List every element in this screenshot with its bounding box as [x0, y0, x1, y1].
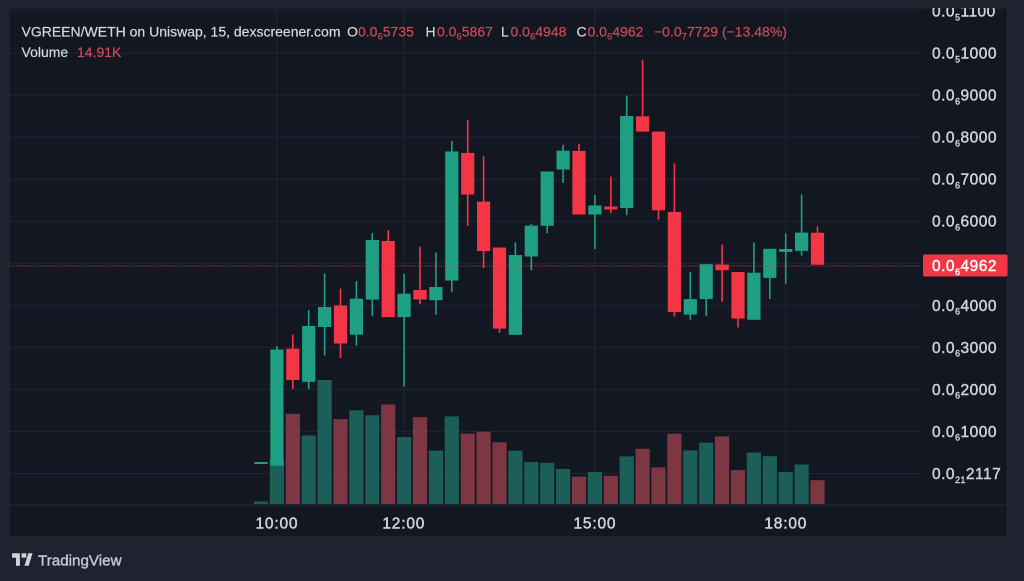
- svg-text:0.064962: 0.064962: [588, 24, 644, 43]
- svg-text:18:00: 18:00: [764, 516, 807, 533]
- svg-text:O: O: [347, 24, 358, 40]
- svg-text:0.061000: 0.061000: [932, 424, 997, 443]
- svg-text:0.069000: 0.069000: [932, 88, 997, 107]
- svg-text:10:00: 10:00: [256, 516, 299, 533]
- svg-text:C: C: [577, 24, 587, 40]
- svg-text:0.067000: 0.067000: [932, 172, 997, 191]
- svg-text:0.064000: 0.064000: [932, 298, 997, 317]
- svg-text:TradingView: TradingView: [38, 553, 122, 570]
- svg-text:−0.077729 (−13.48%): −0.077729 (−13.48%): [654, 24, 787, 43]
- svg-text:0.068000: 0.068000: [932, 130, 997, 149]
- svg-text:Volume: Volume: [22, 44, 69, 60]
- svg-text:15:00: 15:00: [574, 516, 617, 533]
- svg-text:0.051000: 0.051000: [932, 46, 997, 65]
- svg-text:14.91K: 14.91K: [77, 44, 122, 60]
- svg-text:0.064962: 0.064962: [932, 258, 997, 277]
- svg-text:0.064948: 0.064948: [511, 24, 567, 43]
- svg-text:0.065867: 0.065867: [437, 24, 493, 43]
- svg-text:0.063000: 0.063000: [932, 340, 997, 359]
- svg-text:H: H: [426, 24, 436, 40]
- svg-text:12:00: 12:00: [382, 516, 425, 533]
- svg-text:0.0212117: 0.0212117: [932, 466, 1001, 485]
- svg-text:L: L: [501, 24, 509, 40]
- svg-text:0.065735: 0.065735: [358, 24, 414, 43]
- svg-text:0.066000: 0.066000: [932, 214, 997, 233]
- svg-text:VGREEN/WETH on Uniswap, 15, de: VGREEN/WETH on Uniswap, 15, dexscreener.…: [22, 24, 341, 40]
- svg-text:0.062000: 0.062000: [932, 382, 997, 401]
